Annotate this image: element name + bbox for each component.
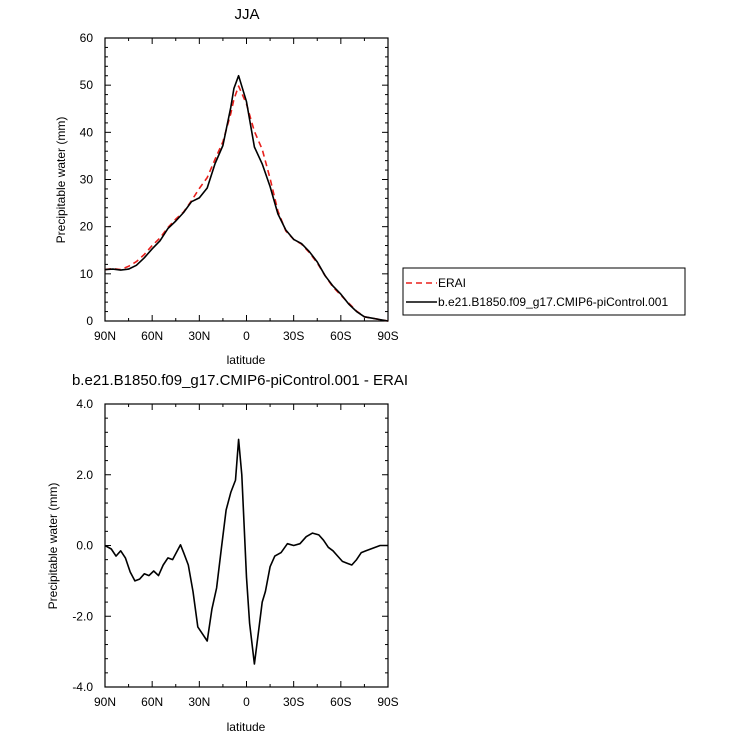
top-y-tick-label: 0: [86, 314, 93, 328]
bottom-y-tick-label: 4.0: [76, 397, 93, 411]
top-x-tick-label: 60N: [141, 329, 163, 343]
top-x-tick-label: 60S: [330, 329, 351, 343]
bottom-x-tick-label: 60N: [141, 695, 163, 709]
bottom-x-tick-label: 90S: [377, 695, 398, 709]
legend-label-model: b.e21.B1850.f09_g17.CMIP6-piControl.001: [438, 295, 668, 309]
bottom-plot-area: 90N 60N 30N 0 30S 60S 90S -4.0 -2.0 0.0 2.0 4.0: [72, 397, 398, 709]
bottom-x-tick-label: 30S: [283, 695, 304, 709]
bottom-x-axis-label: latitude: [227, 720, 266, 734]
bottom-chart-title: b.e21.B1850.f09_g17.CMIP6-piControl.001 …: [72, 372, 408, 389]
top-x-tick-label: 0: [243, 329, 250, 343]
legend-box: [402, 267, 686, 316]
bottom-x-tick-label: 30N: [188, 695, 210, 709]
bottom-y-tick-label: -4.0: [72, 680, 93, 694]
bottom-y-tick-label: 2.0: [76, 468, 93, 482]
top-x-axis-label: latitude: [227, 353, 266, 367]
top-y-tick-label: 60: [80, 31, 94, 45]
top-frame: [104, 37, 389, 322]
bottom-y-axis-label: Precipitable water (mm): [46, 483, 60, 610]
legend: ERAI b.e21.B1850.f09_g17.CMIP6-piControl…: [402, 267, 686, 316]
top-series-line-0: [104, 85, 389, 322]
top-y-tick-label: 10: [80, 267, 94, 281]
bottom-series-line-0: [104, 438, 388, 665]
top-y-tick-label: 40: [80, 125, 94, 139]
bottom-frame: [104, 403, 389, 688]
top-chart-title: JJA: [234, 6, 259, 23]
bottom-x-tick-label: 0: [243, 695, 250, 709]
top-x-tick-label: 90S: [377, 329, 398, 343]
top-x-tick-label: 30N: [188, 329, 210, 343]
top-y-tick-label: 50: [80, 78, 94, 92]
top-y-axis-label: Precipitable water (mm): [54, 117, 68, 244]
bottom-x-tick-label: 90N: [94, 695, 116, 709]
top-y-tick-label: 20: [80, 220, 94, 234]
top-series-line-1: [104, 74, 389, 322]
top-x-tick-label: 90N: [94, 329, 116, 343]
legend-label-erai: ERAI: [438, 276, 466, 290]
top-plot-area: 90N 60N 30N 0 30S 60S 90S 0 10 20 30 40 50 60: [80, 31, 399, 343]
bottom-x-tick-label: 60S: [330, 695, 351, 709]
top-x-tick-label: 30S: [283, 329, 304, 343]
top-y-tick-label: 30: [80, 173, 94, 187]
bottom-y-tick-label: 0.0: [76, 539, 93, 553]
bottom-y-tick-label: -2.0: [72, 609, 93, 623]
